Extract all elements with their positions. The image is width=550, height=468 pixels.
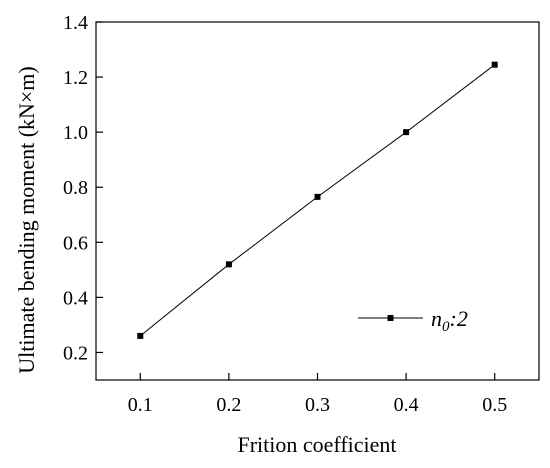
legend-label: n0:2 <box>431 306 468 335</box>
y-tick-label: 1.4 <box>63 12 88 34</box>
y-axis-label: Ultimate bending moment (kN×m) <box>14 66 39 374</box>
data-point <box>225 261 232 268</box>
series-layer <box>137 61 498 339</box>
y-tick-label: 0.8 <box>63 177 88 199</box>
x-axis-label: Frition coefficient <box>237 432 396 457</box>
data-point <box>314 193 321 200</box>
x-axis-ticks: 0.1 0.2 0.3 0.4 0.5 <box>128 373 507 416</box>
data-point <box>137 332 144 339</box>
y-axis-ticks: 0.2 0.4 0.6 0.8 1.0 1.2 1.4 <box>63 12 103 364</box>
y-tick-label: 1.0 <box>63 122 88 144</box>
legend-marker <box>387 315 394 321</box>
x-tick-label: 0.3 <box>305 394 330 416</box>
x-tick-label: 0.2 <box>216 394 241 416</box>
plot-frame <box>95 21 540 381</box>
data-point <box>491 61 498 68</box>
y-tick-label: 0.4 <box>63 287 88 309</box>
x-tick-label: 0.5 <box>482 394 507 416</box>
x-tick-label: 0.4 <box>394 394 419 416</box>
legend: n0:2 <box>358 306 468 335</box>
y-tick-label: 1.2 <box>63 67 88 89</box>
y-tick-label: 0.6 <box>63 232 88 254</box>
data-point <box>403 129 410 136</box>
y-tick-label: 0.2 <box>63 342 88 364</box>
series-line <box>139 64 496 337</box>
x-tick-label: 0.1 <box>128 394 153 416</box>
